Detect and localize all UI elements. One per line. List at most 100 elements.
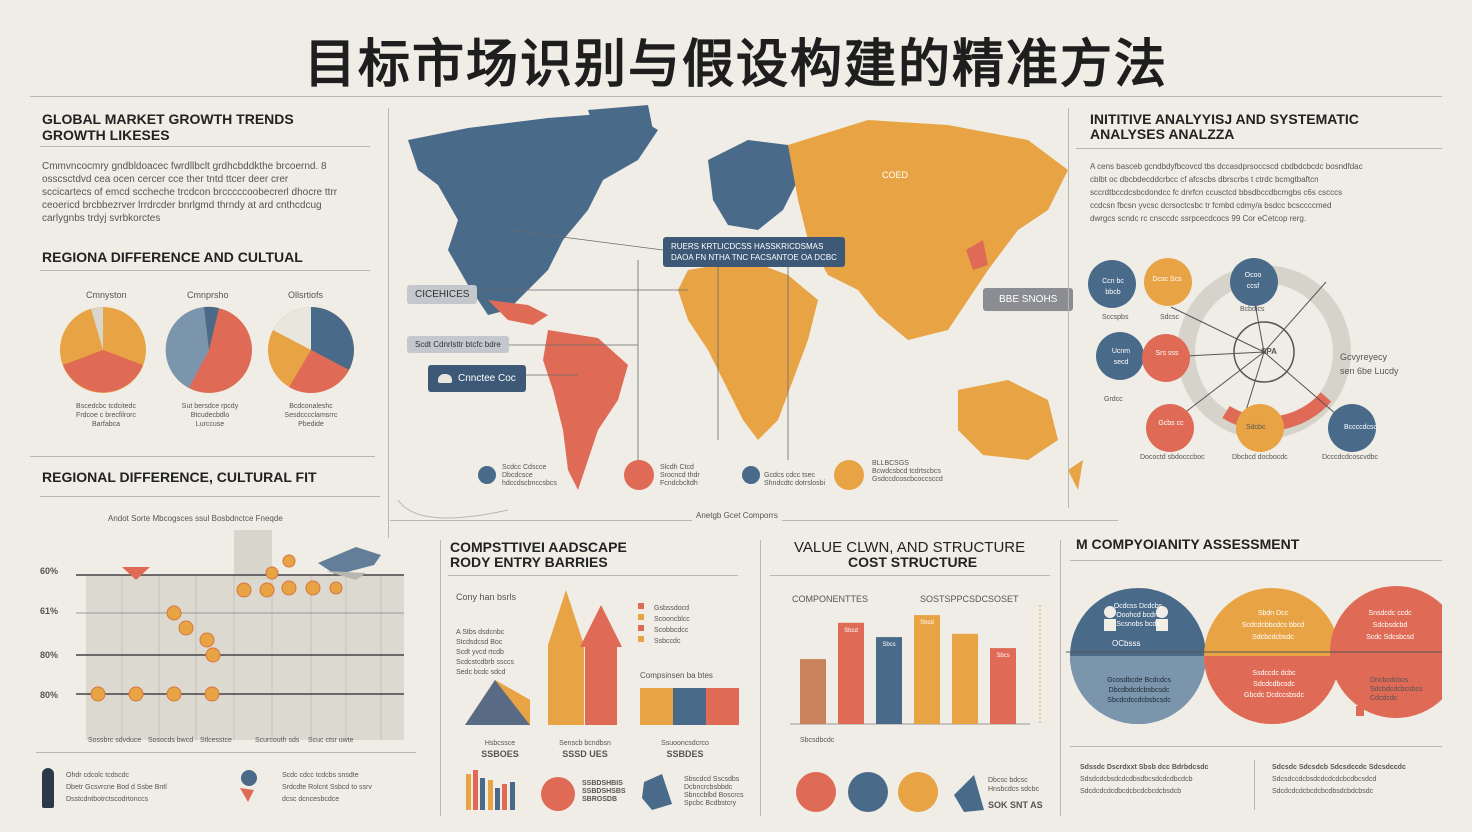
x-label: Scurcouth sds — [255, 737, 300, 744]
hub-node — [1236, 404, 1284, 452]
cloud-icon — [438, 373, 452, 383]
page-title: 目标市场识别与假设构建的精准方法 — [303, 35, 1168, 95]
footer-line: Sdcsdccdcbsdcdcdcdcbcdbcsdcd — [1272, 776, 1377, 783]
legend-line: Srocncd thdr — [660, 472, 700, 479]
legend-dot — [834, 460, 864, 490]
greenland — [588, 105, 653, 155]
pie-label: Cmnyston — [86, 290, 127, 300]
value-footer: Sbcsdbcdc — [800, 736, 834, 746]
body-line: sccrdtbccdcsbcdondcc fc dnrfcn ccusctcd … — [1090, 188, 1343, 197]
barrier-shape — [465, 680, 530, 725]
map-tag-label: Cnnctee Coc — [458, 373, 516, 384]
divider — [440, 540, 441, 816]
value-footer-text: Dbcsc bdcsc Hnsbcdcs sdcbc — [988, 776, 1039, 794]
hub-bottom-label: Dcccdcdcoscvdbc — [1322, 454, 1379, 461]
value-bar — [800, 659, 826, 724]
venn-lower — [1204, 656, 1340, 724]
footer-line: Sdcdcdcdcbcdcbcdbsdcbdcbsdc — [1272, 788, 1374, 795]
comparison-label: Compsinsen ba btes — [640, 671, 713, 680]
venn-label: Ocdcss Dcdcbs Ooohcd bcdrc Scsnobs bcds — [1110, 602, 1166, 629]
pie-caption-line: Sesdcccclamsrrc — [284, 412, 338, 419]
venn-label-line: Sdcbcdcbsdc — [1252, 634, 1294, 641]
divider — [40, 270, 370, 271]
central-america — [488, 300, 548, 325]
global-growth-body: Cmmvncocmry gndbldoacec fwrdllbclt grdhc… — [42, 160, 372, 225]
body-line: A cens basceb gcndbdyfbcovcd tbs dccasdp… — [1090, 162, 1363, 171]
systematic-analysis-title: INITITIVE ANALYYISJ AND SYSTEMATIC — [1090, 111, 1359, 127]
global-growth-title: GLOBAL MARKET GROWTH TRENDS — [42, 111, 294, 127]
pie-slice — [289, 350, 349, 394]
divider — [1076, 148, 1442, 149]
legend-line: BLLBCSGS — [872, 460, 909, 467]
body-line: ccdcsn fbcsn yvcsc dcrsoctcsbc tr fcmbd … — [1090, 201, 1332, 210]
caption-line: Hsbcssce — [484, 740, 516, 747]
barrier-legend: Gsbssdocd Scooncblcc Scobbcdcc Ssbccdc — [654, 603, 690, 647]
hub-bottom-label: Dococtd sbdocccboc — [1140, 454, 1205, 461]
value-bar-top-label: Sbcd — [920, 620, 934, 626]
divider — [40, 146, 370, 147]
node-caption: Sccspbs — [1102, 314, 1129, 321]
x-label: Scuc ctsr uwte — [308, 737, 354, 744]
node-label: Ocoo ccsf — [1244, 272, 1262, 290]
systematic-analysis-body: A cens basceb gcndbdyfbcovcd tbs dccasdp… — [1090, 160, 1440, 225]
hub-diagram — [1088, 258, 1376, 452]
barriers-chart — [465, 590, 739, 725]
note-line: A Stbs dsdcnbc — [456, 629, 505, 636]
divider — [36, 752, 416, 753]
pie-label: Cmnprsho — [187, 290, 229, 300]
divider — [448, 575, 738, 576]
marker-triangle — [122, 567, 150, 580]
bottom-note: Ohdr cdcolc tcdscdc Dbetr Gcsvrcne Bod d… — [66, 770, 167, 806]
y-label: 80% — [40, 690, 59, 700]
competitive-label: Cony han bsrls — [456, 592, 517, 602]
map-info-line: RUERS KRTLICDCSS HASSKRICDSMAS — [671, 242, 824, 251]
value-bar-top-label: Sbcs — [882, 642, 895, 648]
compare-bar — [706, 688, 739, 725]
barrier-caption: Hsbcssce SSBOES — [470, 738, 530, 760]
venn-label-line: Sbdn Dcc — [1257, 610, 1289, 617]
legend-line: Bcwdcsbcd tcdrtscbcs — [872, 468, 941, 475]
divider — [40, 496, 380, 497]
venn-label-line: Ooohcd bcdrc — [1116, 612, 1160, 619]
pie-caption-line: Pbedide — [298, 421, 324, 428]
value-bar — [838, 622, 864, 724]
hub-center-label: SPA — [1261, 347, 1277, 356]
venn-label: Snsdcdc ccdc Sdcbsdcbd Scdc Sdcsbcsd — [1350, 608, 1430, 644]
map-info-box: RUERS KRTLICDCSS HASSKRICDSMAS DAOA FN N… — [663, 237, 845, 267]
europe — [708, 140, 798, 230]
hub-node — [1144, 258, 1192, 306]
icon-circle — [848, 772, 888, 812]
map-info-line: DAOA FN NTHA TNC FACSANTOE OA DCBC — [671, 253, 837, 262]
caption-line: SSBOES — [481, 749, 519, 759]
pie-slice — [273, 307, 311, 350]
bottom-note-line: dcsc dcncesbcdce — [282, 796, 340, 803]
legend-line: Fcndcbcltdh — [660, 480, 698, 487]
competitive-footer: SSBDSHBIS SSBDSHSBS SBROSDB — [582, 780, 626, 804]
venn-lower — [1070, 656, 1206, 724]
node-label: Gcbs cc — [1158, 420, 1184, 427]
icon-circle — [898, 772, 938, 812]
barrier-legend-line: Scooncblcc — [654, 616, 690, 623]
footer-line: Spcbc Bcdbstcry — [684, 800, 737, 807]
legend-line: Dbcdcsce — [502, 472, 533, 479]
hub-side-line: sen 6be Lucdy — [1340, 366, 1399, 376]
note-line: Sedc bcdc sdcd — [456, 669, 506, 676]
chart-area — [86, 575, 404, 740]
hub-node — [1142, 334, 1190, 382]
person-icon — [42, 768, 54, 808]
pie-caption-line: Bscedcbc tcdcitedc — [76, 403, 136, 410]
systematic-analysis-subtitle: ANALYSES ANALZZA — [1090, 126, 1235, 142]
pie-slice — [91, 307, 103, 350]
footer-line: SSBDSHSBS — [582, 788, 626, 795]
pie-caption-line: Barfabca — [91, 421, 121, 428]
pie-slice — [311, 307, 354, 370]
pie-caption-line: Btcudecbdlo — [190, 412, 230, 419]
venn-side-line: Cdcdcdc — [1370, 695, 1398, 702]
legend-line: Scdcc Cdscce — [502, 464, 547, 471]
value-subtitle: COST STRUCTURE — [848, 554, 978, 570]
competitive-notes: A Stbs dsdcnbc Stcdsdcsd Boc Scdt yvcd rtc… — [456, 628, 514, 678]
venn-sub-line: Gcosdbcde Bcdcdcs — [1107, 677, 1171, 684]
map-tag-dark: Cnnctee Coc — [428, 365, 526, 392]
venn-sub: Gcosdbcde Bcdcdcs Dbcdbdcdcbsbcsdc Sbcdcdc… — [1086, 676, 1192, 706]
compare-bar — [673, 688, 706, 725]
